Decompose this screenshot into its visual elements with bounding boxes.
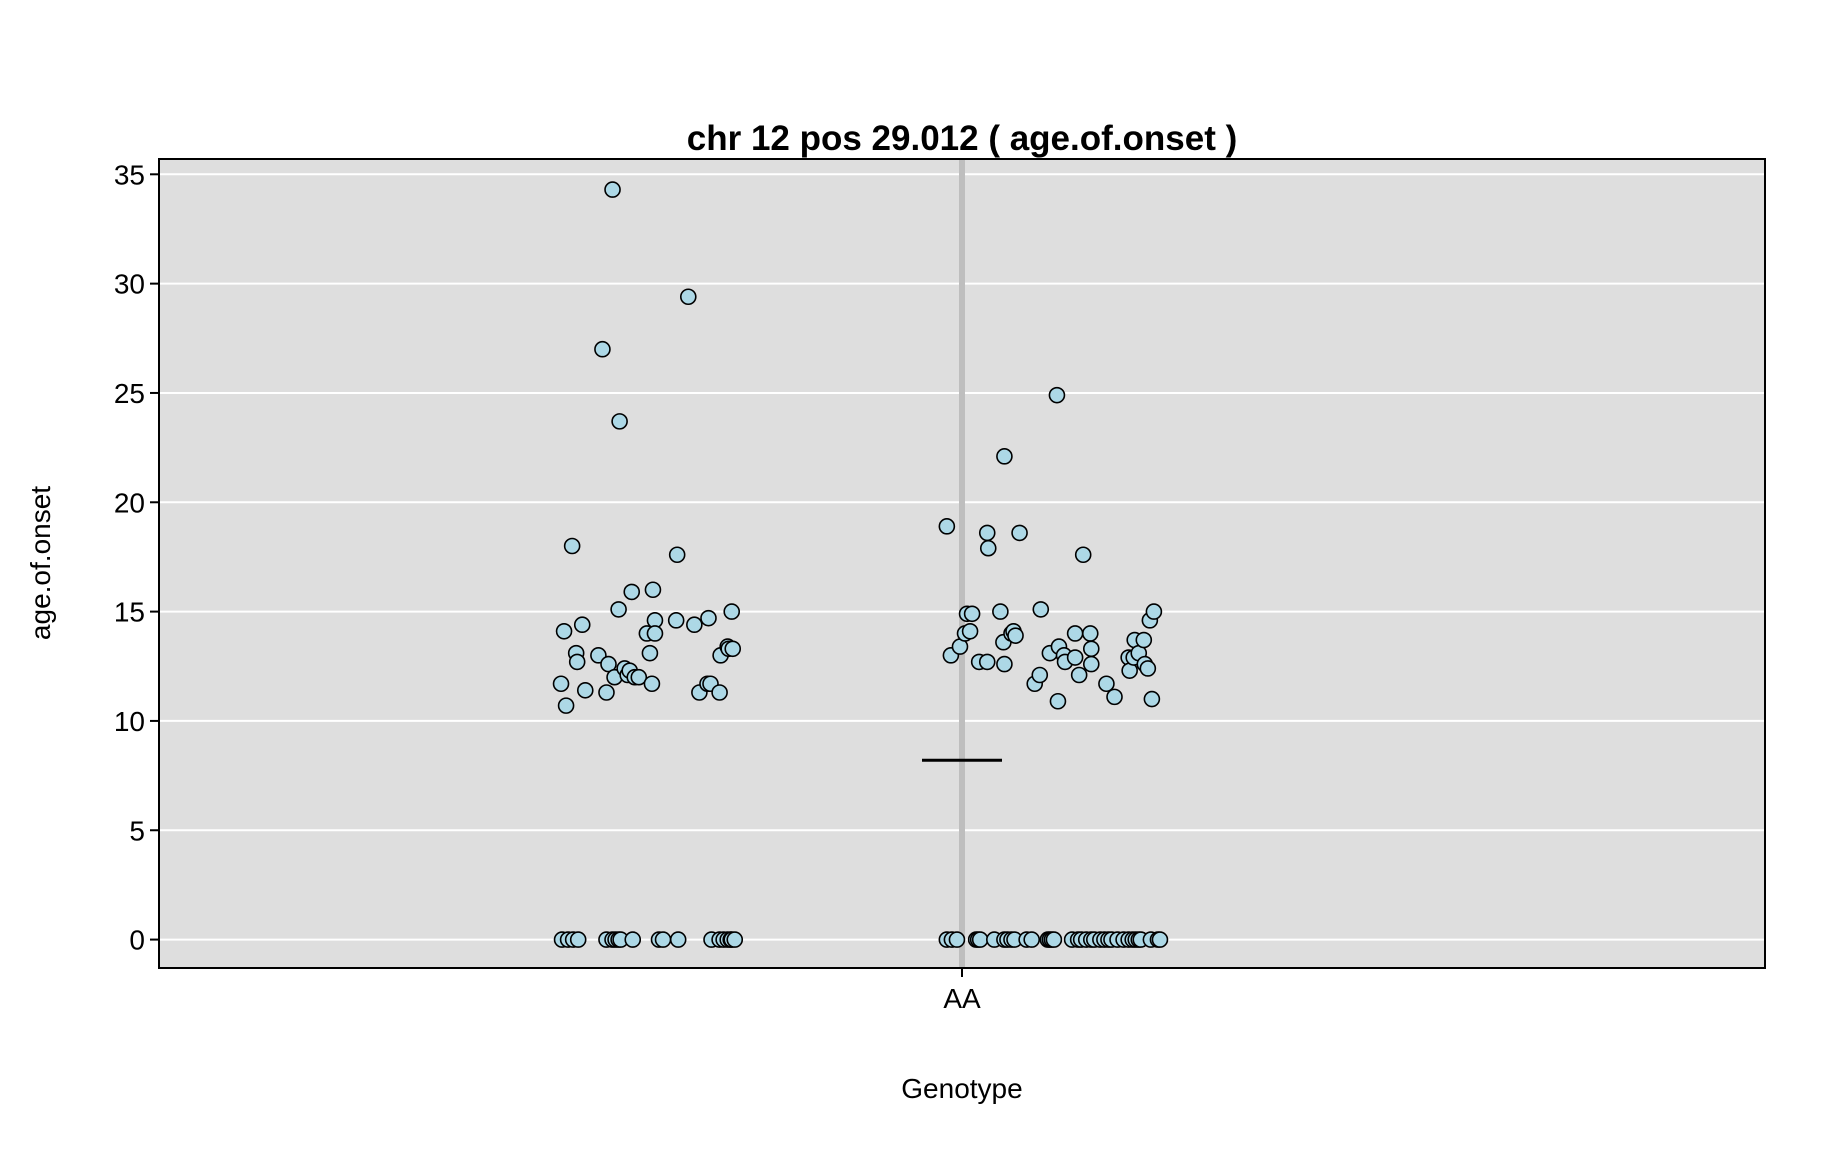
data-point-78 bbox=[1106, 688, 1123, 706]
data-point-146 bbox=[1151, 931, 1169, 948]
data-point-1 bbox=[552, 675, 570, 693]
data-point-9 bbox=[594, 340, 611, 358]
data-point-42 bbox=[938, 518, 956, 535]
y-tick-label-15: 15 bbox=[114, 597, 145, 628]
data-point-101 bbox=[654, 931, 672, 948]
data-point-55 bbox=[996, 448, 1013, 465]
data-point-41 bbox=[724, 640, 742, 658]
data-point-53 bbox=[992, 603, 1009, 620]
y-tick-label-35: 35 bbox=[114, 159, 145, 190]
x-axis-label: Genotype bbox=[901, 1073, 1022, 1104]
x-tick-label-AA: AA bbox=[943, 983, 981, 1014]
data-point-59 bbox=[1007, 627, 1024, 644]
data-point-122 bbox=[1023, 931, 1040, 948]
data-point-12 bbox=[604, 181, 621, 198]
y-tick-label-0: 0 bbox=[129, 925, 145, 956]
y-axis-label: age.of.onset bbox=[25, 486, 56, 640]
data-point-62 bbox=[1031, 666, 1049, 684]
data-point-56 bbox=[996, 655, 1013, 673]
data-point-28 bbox=[667, 612, 685, 629]
x-axis-ticks: AA bbox=[943, 968, 981, 1014]
data-point-126 bbox=[1045, 931, 1063, 948]
data-point-84 bbox=[1135, 631, 1153, 649]
data-point-47 bbox=[961, 622, 979, 640]
data-point-30 bbox=[679, 288, 697, 306]
data-point-72 bbox=[1070, 666, 1088, 684]
data-point-65 bbox=[1048, 386, 1066, 404]
data-point-115 bbox=[971, 931, 989, 948]
data-point-77 bbox=[1098, 675, 1115, 693]
data-point-76 bbox=[1082, 655, 1100, 673]
data-point-40 bbox=[723, 603, 741, 620]
data-point-73 bbox=[1074, 546, 1092, 564]
data-point-63 bbox=[1032, 601, 1050, 618]
data-point-6 bbox=[573, 616, 591, 634]
data-point-48 bbox=[963, 605, 981, 623]
data-points bbox=[552, 181, 1169, 948]
data-point-25 bbox=[644, 581, 662, 599]
data-point-21 bbox=[630, 668, 648, 686]
data-point-75 bbox=[1082, 640, 1100, 658]
data-point-14 bbox=[610, 601, 627, 618]
data-point-89 bbox=[1145, 603, 1163, 620]
data-point-112 bbox=[948, 931, 966, 948]
data-point-50 bbox=[978, 524, 996, 542]
data-point-88 bbox=[1143, 690, 1161, 708]
y-tick-label-10: 10 bbox=[114, 706, 145, 737]
data-point-36 bbox=[711, 684, 728, 701]
data-point-3 bbox=[563, 537, 581, 555]
data-point-27 bbox=[646, 625, 664, 642]
data-point-86 bbox=[1139, 660, 1157, 677]
chart-title: chr 12 pos 29.012 ( age.of.onset ) bbox=[687, 119, 1237, 158]
data-point-7 bbox=[576, 682, 594, 699]
y-tick-label-5: 5 bbox=[129, 815, 145, 846]
data-point-5 bbox=[568, 653, 586, 671]
data-point-52 bbox=[978, 653, 996, 671]
data-point-2 bbox=[557, 697, 575, 714]
y-tick-label-25: 25 bbox=[114, 378, 145, 409]
data-point-51 bbox=[979, 539, 997, 557]
data-point-24 bbox=[643, 675, 661, 693]
data-point-15 bbox=[611, 413, 628, 430]
data-point-70 bbox=[1066, 625, 1084, 642]
data-point-109 bbox=[726, 931, 744, 948]
y-axis-ticks: 0 5 10 15 20 25 30 35 bbox=[114, 159, 159, 956]
data-point-34 bbox=[700, 609, 717, 627]
data-point-71 bbox=[1066, 649, 1084, 666]
data-point-29 bbox=[668, 546, 686, 564]
y-tick-label-20: 20 bbox=[114, 487, 145, 518]
data-point-23 bbox=[641, 644, 659, 662]
data-point-60 bbox=[1011, 524, 1028, 542]
data-point-66 bbox=[1049, 692, 1067, 710]
data-point-102 bbox=[669, 931, 687, 948]
data-point-93 bbox=[569, 931, 587, 948]
data-point-10 bbox=[598, 684, 615, 701]
data-point-19 bbox=[623, 583, 641, 601]
data-point-31 bbox=[686, 616, 703, 634]
data-point-74 bbox=[1081, 625, 1099, 642]
data-point-99 bbox=[624, 931, 642, 948]
data-point-0 bbox=[555, 622, 573, 640]
y-tick-label-30: 30 bbox=[114, 269, 145, 300]
